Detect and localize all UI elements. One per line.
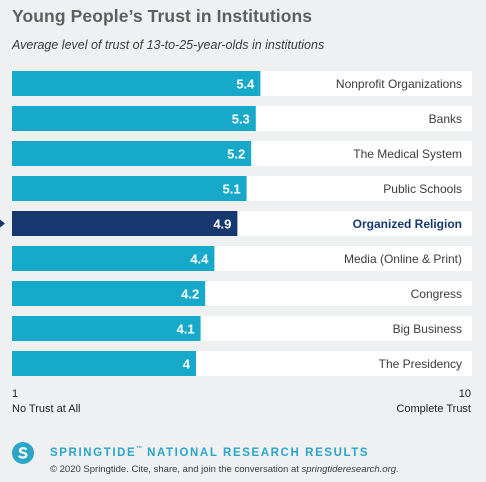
springtide-logo-icon bbox=[12, 442, 34, 464]
bar-value-label: 4.4 bbox=[190, 252, 209, 267]
bar bbox=[12, 316, 201, 341]
footer-site-link[interactable]: springtideresearch.org bbox=[301, 464, 397, 475]
category-label: Big Business bbox=[393, 322, 462, 336]
axis-max-label: 10 bbox=[458, 388, 471, 400]
footer-brand-suffix: NATIONAL RESEARCH RESULTS bbox=[142, 447, 370, 459]
bar-value-label: 5.3 bbox=[232, 112, 250, 127]
footer-period: . bbox=[396, 464, 399, 475]
bar bbox=[12, 351, 196, 376]
chart-title: Young People’s Trust in Institutions bbox=[12, 6, 313, 26]
bar-value-label: 5.4 bbox=[236, 77, 255, 92]
category-label: The Presidency bbox=[379, 357, 462, 371]
axis-min-label: 1 bbox=[12, 388, 19, 400]
bar-value-label: 4.9 bbox=[213, 217, 231, 232]
category-label: Organized Religion bbox=[353, 217, 462, 231]
bar-value-label: 5.1 bbox=[223, 182, 241, 197]
footer-brand-name: SPRINGTIDE bbox=[50, 447, 137, 459]
bar bbox=[12, 71, 261, 96]
category-label: The Medical System bbox=[353, 147, 462, 161]
chart-subtitle: Average level of trust of 13-to-25-year-… bbox=[12, 38, 325, 52]
category-label: Congress bbox=[411, 287, 462, 301]
bar bbox=[12, 176, 247, 201]
bar-value-label: 4 bbox=[183, 357, 191, 372]
bar bbox=[12, 246, 215, 271]
bar-chart: 5.4 Nonprofit Organizations 5.3 Banks 5.2 The… bbox=[0, 71, 472, 376]
bar bbox=[12, 281, 206, 306]
bar-value-label: 4.1 bbox=[177, 322, 195, 337]
footer-copyright-text: © 2020 Springtide. Cite, share, and join… bbox=[50, 464, 302, 475]
bar bbox=[12, 106, 256, 131]
axis-max-caption: Complete Trust bbox=[396, 403, 471, 415]
highlight-marker-icon bbox=[0, 219, 5, 228]
footer-brand: SPRINGTIDE™ NATIONAL RESEARCH RESULTS bbox=[50, 446, 370, 459]
category-label: Banks bbox=[429, 112, 462, 126]
footer-trademark: ™ bbox=[136, 446, 143, 452]
bar-value-label: 5.2 bbox=[227, 147, 245, 162]
axis-min-caption: No Trust at All bbox=[12, 403, 81, 415]
category-label: Media (Online & Print) bbox=[344, 252, 462, 266]
category-label: Public Schools bbox=[383, 182, 462, 196]
footer-copyright: © 2020 Springtide. Cite, share, and join… bbox=[50, 464, 399, 475]
bar bbox=[12, 141, 252, 166]
category-label: Nonprofit Organizations bbox=[336, 77, 462, 91]
bar bbox=[12, 211, 238, 236]
bar-value-label: 4.2 bbox=[181, 287, 199, 302]
